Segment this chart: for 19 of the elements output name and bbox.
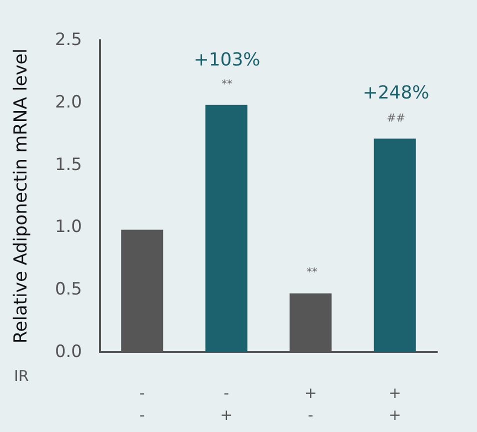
text: 2.0: [54, 92, 82, 112]
x-tick-label: - -: [139, 384, 145, 424]
x-tick-label: - +: [220, 384, 233, 424]
text: IR: [14, 367, 29, 385]
annotation: **: [306, 266, 318, 278]
bar: [205, 104, 248, 352]
y-tick-label: 0.5: [54, 280, 82, 300]
annotation: +248%: [362, 82, 430, 104]
annotation: **: [222, 78, 233, 90]
text: 0.0: [54, 342, 82, 362]
x-tick-label: + +: [388, 384, 402, 424]
bar: [374, 138, 416, 352]
annotation: +103%: [194, 50, 260, 70]
y-tick-label: 2.5: [54, 30, 82, 50]
annotation: ##: [386, 112, 406, 124]
y-axis-title: Relative Adiponectin mRNA level: [10, 48, 32, 344]
y-tick-label: 1.5: [54, 154, 82, 175]
text: 1.0: [54, 217, 82, 238]
x-tick-label: + -: [304, 384, 317, 424]
